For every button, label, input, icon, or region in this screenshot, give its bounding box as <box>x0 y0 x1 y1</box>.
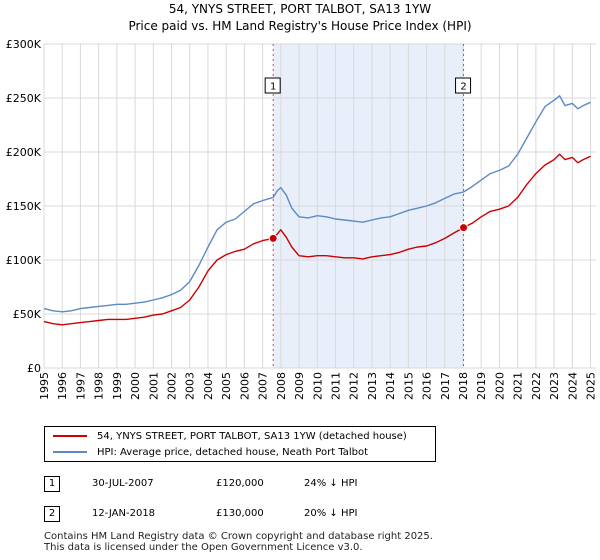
sale-date: 12-JAN-2018 <box>92 508 156 519</box>
sale-point <box>268 233 278 243</box>
x-tick-label: 2008 <box>275 372 288 400</box>
x-tick-label: 2017 <box>439 372 452 400</box>
x-tick-label: 2023 <box>548 372 561 400</box>
sale-marker-label: 2 <box>460 82 466 93</box>
x-tick-label: 2020 <box>493 372 506 400</box>
x-tick-label: 1997 <box>74 372 87 400</box>
x-tick-label: 2009 <box>293 372 306 400</box>
sale-price: £130,000 <box>216 508 264 519</box>
legend-item-property: 54, YNYS STREET, PORT TALBOT, SA13 1YW (… <box>53 429 407 443</box>
y-tick-label: £50K <box>13 308 42 321</box>
series-line-property <box>43 153 591 326</box>
x-tick-label: 2002 <box>166 372 179 400</box>
x-tick-label: 2012 <box>348 372 361 400</box>
sale-number-badge: 2 <box>44 506 60 522</box>
x-tick-label: 2019 <box>475 372 488 400</box>
x-tick-label: 2006 <box>238 372 251 400</box>
y-tick-label: £200K <box>6 146 42 159</box>
x-tick-label: 2025 <box>585 372 598 400</box>
legend-swatch-hpi <box>53 451 87 453</box>
sale-price: £120,000 <box>216 478 264 489</box>
y-tick-label: £300K <box>6 38 42 51</box>
sale-point <box>459 223 469 233</box>
legend-label-hpi: HPI: Average price, detached house, Neat… <box>97 446 369 458</box>
x-tick-label: 2005 <box>220 372 233 400</box>
x-tick-label: 2004 <box>202 372 215 400</box>
sale-marker-box <box>455 77 472 94</box>
x-tick-label: 1995 <box>38 372 51 400</box>
legend-swatch-property <box>53 435 87 437</box>
chart-subtitle: Price paid vs. HM Land Registry's House … <box>128 19 472 33</box>
sale-hpi-diff: 20% ↓ HPI <box>304 508 358 519</box>
x-tick-label: 1998 <box>93 372 106 400</box>
footer-license: This data is licensed under the Open Gov… <box>44 542 363 553</box>
x-tick-label: 2015 <box>402 372 415 400</box>
footer: Contains HM Land Registry data © Crown c… <box>44 531 433 553</box>
sale-hpi-diff: 24% ↓ HPI <box>304 478 358 489</box>
series-line-hpi <box>43 95 591 313</box>
legend-item-hpi: HPI: Average price, detached house, Neat… <box>53 445 368 459</box>
x-tick-label: 2007 <box>257 372 270 400</box>
x-tick-label: 2021 <box>512 372 525 400</box>
x-tick-label: 2013 <box>366 372 379 400</box>
legend-label-property: 54, YNYS STREET, PORT TALBOT, SA13 1YW (… <box>97 430 407 442</box>
x-tick-label: 2018 <box>457 372 470 400</box>
x-tick-label: 2010 <box>311 372 324 400</box>
x-tick-label: 2024 <box>566 372 579 400</box>
x-tick-label: 2014 <box>384 372 397 400</box>
x-tick-label: 2022 <box>530 372 543 400</box>
x-tick-label: 2000 <box>129 372 142 400</box>
chart-legend: 54, YNYS STREET, PORT TALBOT, SA13 1YW (… <box>44 426 436 462</box>
price-chart: £0 £50K £100K £150K £200K £250K £300K 1995 1996 1… <box>6 38 598 400</box>
x-tick-label: 2016 <box>421 372 434 400</box>
y-tick-label: £150K <box>6 200 42 213</box>
y-tick-label: £0 <box>27 362 41 375</box>
y-tick-label: £100K <box>6 254 42 267</box>
sale-marker-label: 1 <box>270 82 276 93</box>
x-tick-label: 2003 <box>184 372 197 400</box>
chart-title: 54, YNYS STREET, PORT TALBOT, SA13 1YW <box>168 2 432 16</box>
x-tick-label: 2011 <box>329 372 342 400</box>
x-tick-label: 1996 <box>56 372 69 400</box>
x-tick-label: 1999 <box>111 372 124 400</box>
footer-copyright: Contains HM Land Registry data © Crown c… <box>44 531 433 542</box>
sale-marker-box <box>264 77 281 94</box>
sale-date: 30-JUL-2007 <box>92 478 154 489</box>
y-tick-label: £250K <box>6 92 42 105</box>
sale-number-badge: 1 <box>44 476 60 492</box>
x-tick-label: 2001 <box>147 372 160 400</box>
